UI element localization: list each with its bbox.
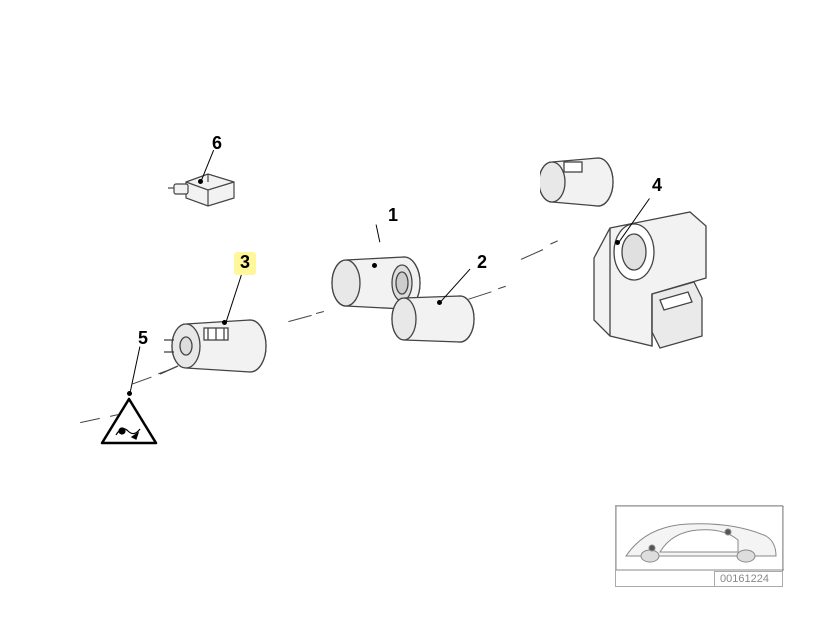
- callout-number-6: 6: [212, 133, 222, 154]
- callout-number-1: 1: [388, 205, 398, 226]
- axis-dash: [498, 286, 506, 289]
- callout-number-4: 4: [652, 175, 662, 196]
- axis-dash: [80, 418, 100, 423]
- leader-dot: [198, 179, 203, 184]
- part-cylinder-2: [390, 290, 476, 348]
- leader-dot: [127, 391, 132, 396]
- leader-dot: [437, 300, 442, 305]
- leader-dot: [372, 263, 377, 268]
- callout-number-2: 2: [477, 252, 487, 273]
- leader-line: [375, 224, 380, 242]
- diagram-id-label: 00161224: [720, 573, 769, 585]
- callout-number-5: 5: [138, 328, 148, 349]
- leader-dot: [222, 320, 227, 325]
- leader-dot: [615, 240, 620, 245]
- callout-number-3-highlighted: 3: [234, 252, 256, 275]
- part-bracket-assembly-4: [540, 150, 710, 350]
- axis-dash: [288, 315, 311, 322]
- leader-line: [129, 347, 140, 394]
- axis-dash: [132, 377, 151, 385]
- part-warning-triangle-5: [98, 395, 160, 449]
- part-plug-3: [160, 310, 270, 386]
- axis-dash: [316, 311, 324, 314]
- parts-diagram-canvas: 1 2 3 4 5 6 00161224: [0, 0, 815, 620]
